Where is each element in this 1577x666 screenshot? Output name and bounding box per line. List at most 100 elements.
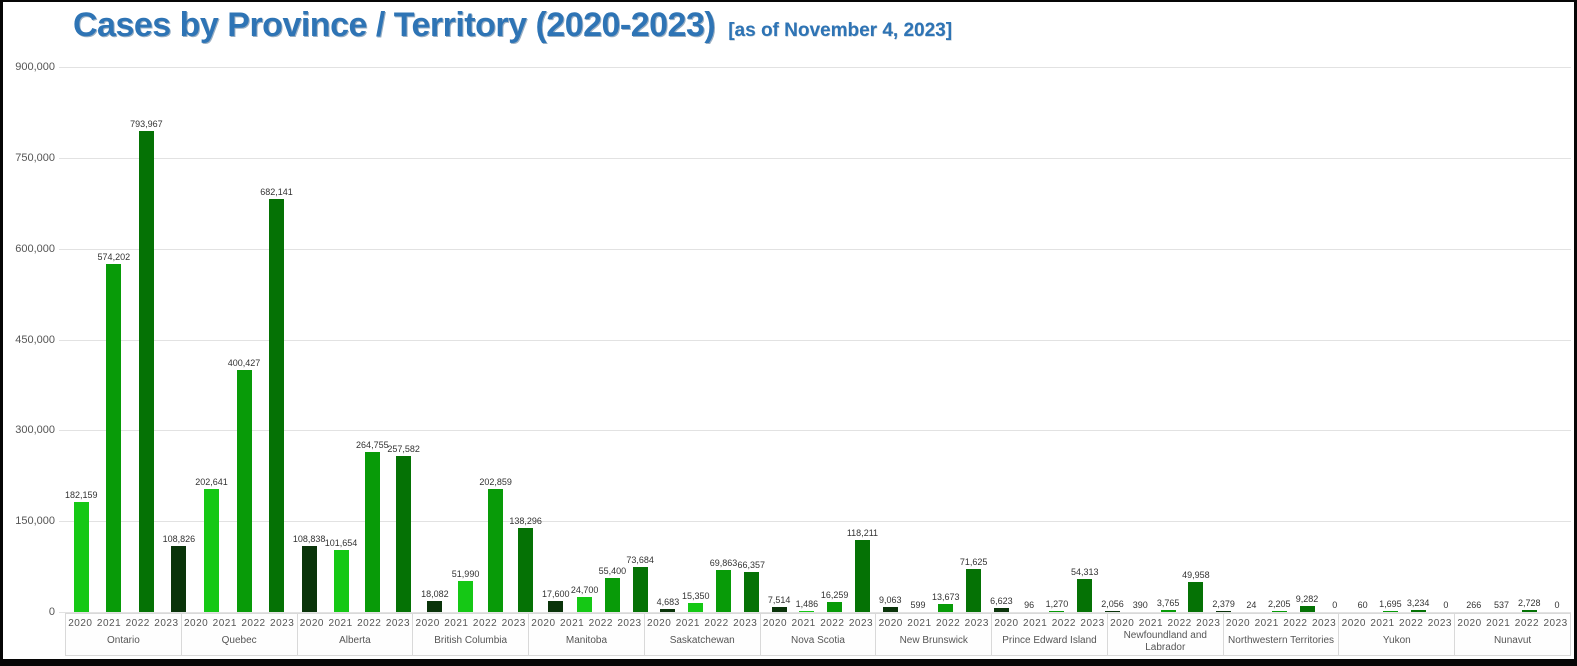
- bar-value-label: 54,313: [1070, 567, 1099, 577]
- province-cell: 2020 2021 2022 2023 Manitoba: [529, 614, 645, 655]
- bar-nova-scotia-2020[interactable]: [799, 611, 815, 612]
- bar-northwestern-territories-2021[interactable]: [1271, 611, 1287, 612]
- bar-british-columbia-2023[interactable]: [548, 601, 564, 612]
- bar-alberta-2020[interactable]: [333, 550, 349, 612]
- bar-alberta-2021[interactable]: [364, 452, 380, 612]
- bar-quebec-2022[interactable]: [269, 199, 285, 612]
- bar-slot: 13,673: [932, 67, 960, 612]
- bar-manitoba-2020[interactable]: [577, 597, 593, 612]
- bar-yukon-2022[interactable]: [1410, 610, 1426, 612]
- province-cell: 2020 2021 2022 2023 Nunavut: [1455, 614, 1570, 655]
- bar-prince-edward-island-2022[interactable]: [1077, 579, 1093, 612]
- years-row: 2020 2021 2022 2023: [1224, 618, 1339, 629]
- bar-alberta-2022[interactable]: [396, 456, 412, 612]
- bar-quebec-2021[interactable]: [236, 370, 252, 612]
- bar-value-label: 682,141: [260, 187, 293, 197]
- bar-slot: 0: [1432, 67, 1460, 612]
- bar-group: 24 2,205 9,282 0: [1238, 67, 1349, 612]
- plot-area: 182,159 574,202 793,967 108,826 202,641 400,4…: [65, 67, 1571, 612]
- bar-slot: 138,296: [509, 67, 542, 612]
- chart-title: Cases by Province / Territory (2020-2023…: [73, 6, 716, 44]
- bar-slot: 537: [1488, 67, 1516, 612]
- bar-value-label: 599: [910, 600, 926, 610]
- province-label: British Columbia: [434, 635, 508, 647]
- bar-value-label: 69,863: [709, 558, 738, 568]
- bar-nova-scotia-2022[interactable]: [854, 540, 870, 612]
- year-label: 2023: [1196, 618, 1221, 629]
- bar-nunavut-2022[interactable]: [1521, 610, 1537, 612]
- bar-british-columbia-2021[interactable]: [488, 489, 504, 612]
- bar-saskatchewan-2021[interactable]: [716, 570, 732, 612]
- bar-northwestern-territories-2022[interactable]: [1299, 606, 1315, 612]
- bar-value-label: 182,159: [65, 490, 98, 500]
- province-cell: 2020 2021 2022 2023 Ontario: [66, 614, 182, 655]
- year-label: 2020: [1457, 618, 1482, 629]
- bar-value-label: 96: [1024, 600, 1035, 610]
- year-label: 2023: [964, 618, 989, 629]
- years-row: 2020 2021 2022 2023: [992, 618, 1107, 629]
- year-label: 2021: [1023, 618, 1048, 629]
- bar-value-label: 9,282: [1295, 594, 1319, 604]
- bar-yukon-2021[interactable]: [1382, 611, 1398, 612]
- province-label: Ontario: [106, 635, 140, 647]
- bar-value-label: 49,958: [1182, 570, 1210, 580]
- bar-manitoba-2022[interactable]: [632, 567, 648, 612]
- bar-manitoba-2023[interactable]: [660, 609, 676, 612]
- province-label: New Brunswick: [899, 635, 968, 647]
- bar-new-brunswick-2023[interactable]: [993, 608, 1009, 612]
- province-cell: 2020 2021 2022 2023 Northwestern Territories: [1224, 614, 1340, 655]
- bar-slot: 400,427: [228, 67, 260, 612]
- y-tick-label: 450,000: [15, 333, 55, 346]
- bar-ontario-2023[interactable]: [171, 546, 187, 612]
- bar-quebec-2023[interactable]: [301, 546, 317, 612]
- year-label: 2022: [1051, 618, 1076, 629]
- bar-slot: 71,625: [960, 67, 988, 612]
- bar-saskatchewan-2020[interactable]: [688, 603, 704, 612]
- bar-ontario-2021[interactable]: [106, 264, 122, 612]
- bar-saskatchewan-2023[interactable]: [771, 607, 787, 612]
- y-tick-label: 600,000: [15, 242, 55, 255]
- bar-quebec-2020[interactable]: [203, 489, 219, 612]
- province-label: Quebec: [221, 635, 257, 647]
- bar-slot: 7,514: [765, 67, 793, 612]
- bar-ontario-2022[interactable]: [138, 131, 154, 612]
- year-label: 2021: [1138, 618, 1164, 629]
- province-label: Yukon: [1382, 635, 1411, 647]
- year-label: 2020: [878, 618, 903, 629]
- bar-british-columbia-2022[interactable]: [518, 528, 534, 612]
- bar-value-label: 537: [1493, 600, 1510, 610]
- year-label: 2023: [1543, 618, 1568, 629]
- year-label: 2020: [299, 618, 324, 629]
- years-row: 2020 2021 2022 2023: [876, 618, 991, 629]
- bar-prince-edward-island-2021[interactable]: [1049, 611, 1065, 612]
- bar-alberta-2023[interactable]: [427, 601, 443, 612]
- province-label: Manitoba: [565, 635, 608, 647]
- bar-value-label: 16,259: [820, 590, 849, 600]
- year-label: 2020: [1225, 618, 1251, 629]
- bar-newfoundland-and-labrador-2023[interactable]: [1216, 611, 1232, 612]
- bar-nova-scotia-2021[interactable]: [827, 602, 843, 612]
- year-label: 2022: [1283, 618, 1308, 629]
- bar-value-label: 73,684: [626, 555, 654, 565]
- bar-value-label: 1,270: [1045, 599, 1069, 609]
- gridline: [59, 157, 1571, 159]
- bar-value-label: 24,700: [570, 585, 599, 595]
- bar-nova-scotia-2023[interactable]: [882, 607, 898, 612]
- bar-manitoba-2021[interactable]: [604, 578, 620, 612]
- bar-slot: 2,728: [1515, 67, 1543, 612]
- bar-british-columbia-2020[interactable]: [458, 581, 474, 612]
- bar-value-label: 1,695: [1379, 599, 1402, 609]
- bar-newfoundland-and-labrador-2022[interactable]: [1188, 582, 1204, 612]
- province-cell: 2020 2021 2022 2023 Quebec: [182, 614, 298, 655]
- bar-saskatchewan-2022[interactable]: [743, 572, 759, 612]
- bar-slot: 182,159: [65, 67, 98, 612]
- bar-group: 15,350 69,863 66,357 7,514: [682, 67, 793, 612]
- bar-slot: 101,654: [325, 67, 357, 612]
- bar-new-brunswick-2022[interactable]: [966, 569, 982, 612]
- province-cell: 2020 2021 2022 2023 Nova Scotia: [761, 614, 877, 655]
- bar-group: 202,641 400,427 682,141 108,838: [195, 67, 325, 612]
- bar-ontario-2020[interactable]: [73, 502, 89, 612]
- bar-prince-edward-island-2023[interactable]: [1105, 611, 1120, 612]
- bar-newfoundland-and-labrador-2021[interactable]: [1160, 610, 1176, 612]
- bar-new-brunswick-2021[interactable]: [938, 604, 954, 612]
